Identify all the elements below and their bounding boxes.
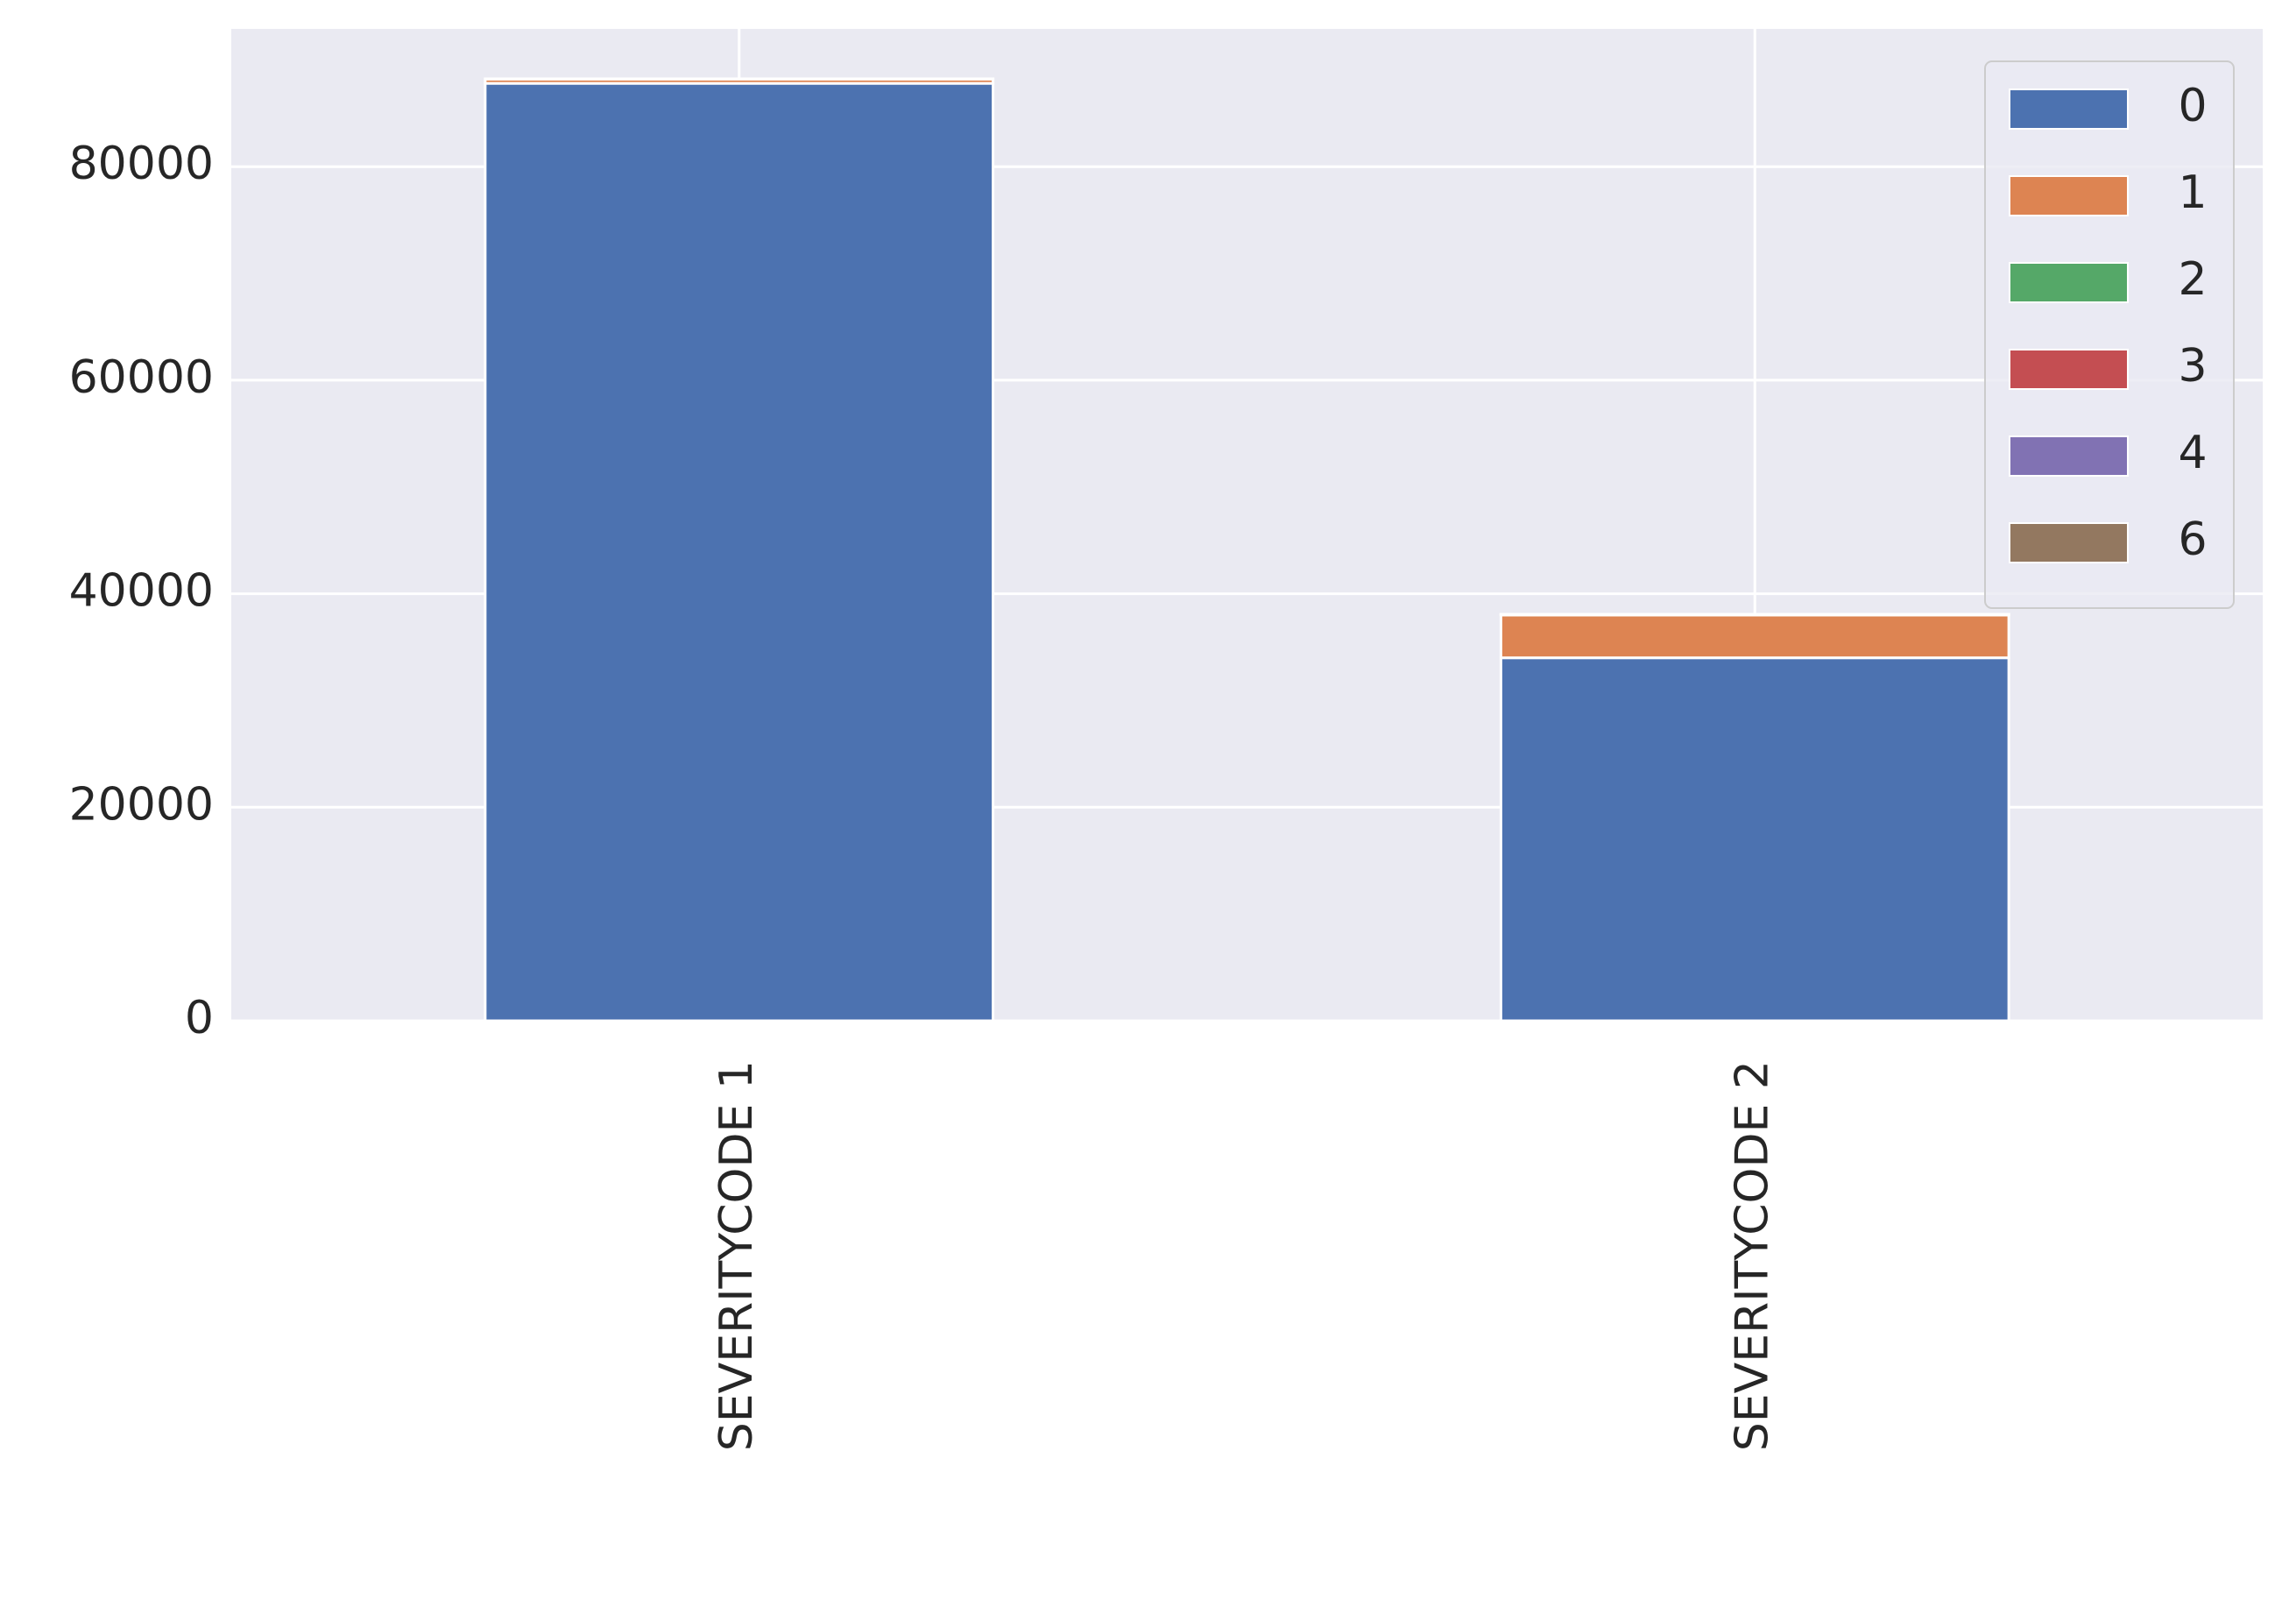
legend-swatch <box>2009 349 2129 390</box>
x-tick-label: SEVERITYCODE 1 <box>710 1060 763 1451</box>
legend-label: 3 <box>2178 340 2207 393</box>
y-tick-label: 20000 <box>69 778 214 831</box>
legend-label: 0 <box>2178 80 2207 132</box>
y-tick-label: 80000 <box>69 138 214 190</box>
legend-swatch <box>2009 435 2129 477</box>
legend-swatch <box>2009 522 2129 563</box>
x-tick-label: SEVERITYCODE 2 <box>1726 1060 1778 1451</box>
legend-label: 1 <box>2178 166 2207 219</box>
legend-swatch <box>2009 175 2129 216</box>
y-tick-label: 0 <box>185 992 214 1044</box>
bar-segment <box>484 81 995 1023</box>
legend-label: 2 <box>2178 253 2207 306</box>
legend-label: 4 <box>2178 427 2207 479</box>
bar-segment <box>1499 656 2010 1023</box>
legend-swatch <box>2009 262 2129 303</box>
y-tick-label: 60000 <box>69 351 214 404</box>
y-tick-label: 40000 <box>69 565 214 618</box>
legend-label: 6 <box>2178 513 2207 566</box>
legend-swatch <box>2009 88 2129 130</box>
bar-segment <box>1499 613 2010 660</box>
